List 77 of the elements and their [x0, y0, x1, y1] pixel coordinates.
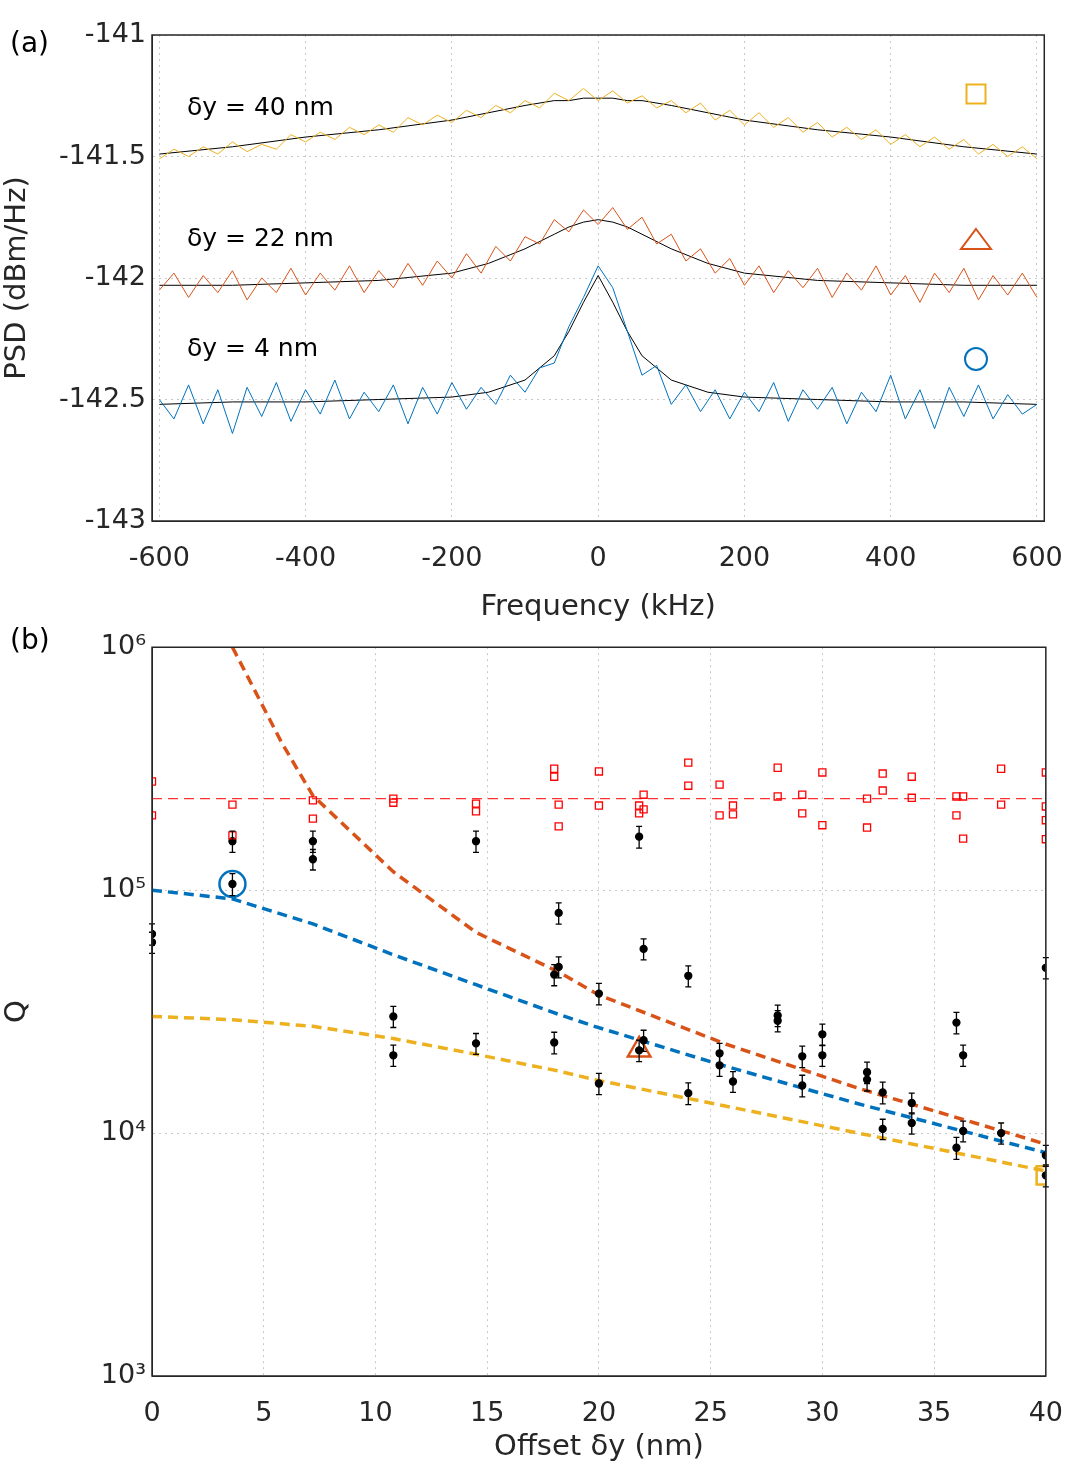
point	[952, 811, 961, 820]
x-tick-label: 0	[143, 1396, 161, 1428]
x-tick-label: 10	[358, 1396, 393, 1428]
point	[798, 790, 807, 799]
y-tick-label: -141.5	[58, 138, 146, 170]
point	[907, 793, 916, 802]
point	[715, 811, 724, 820]
y-tick-label: 10⁶	[100, 629, 146, 661]
y-tick-label: -141	[84, 17, 146, 49]
y-tick-label: -142.5	[58, 381, 146, 413]
point	[308, 796, 318, 805]
x-tick-label: -600	[128, 541, 190, 573]
x-tick-label: 20	[581, 1396, 617, 1428]
point	[862, 794, 872, 803]
x-axis-title: Offset δy (nm)	[494, 1428, 704, 1463]
y-tick-label: -142	[84, 260, 146, 292]
point	[471, 799, 481, 808]
point	[773, 792, 782, 801]
point	[958, 834, 968, 843]
point	[634, 809, 644, 818]
point	[218, 869, 247, 899]
y-tick-label: 10⁵	[100, 872, 146, 904]
x-axis-title: Frequency (kHz)	[480, 588, 716, 623]
point	[684, 781, 693, 790]
point	[715, 780, 724, 789]
x-tick-label: -400	[274, 541, 337, 573]
point	[389, 794, 398, 803]
x-tick-label: 35	[916, 1396, 952, 1428]
chart-title: (a)	[10, 26, 50, 59]
chart-title: (b)	[10, 623, 50, 656]
point	[389, 798, 398, 807]
point	[550, 772, 559, 781]
x-tick-label: 5	[255, 1396, 273, 1428]
x-tick-label: 25	[693, 1396, 728, 1428]
series-label: δy = 22 nm	[187, 223, 334, 253]
x-tick-label: 30	[805, 1396, 840, 1428]
point	[862, 823, 872, 832]
y-tick-label: -143	[84, 503, 146, 535]
series-label: δy = 40 nm	[187, 91, 334, 121]
x-tick-label: 400	[864, 541, 917, 573]
point	[907, 772, 916, 781]
point	[798, 809, 807, 818]
y-axis-title: PSD (dBm/Hz)	[0, 176, 32, 380]
point	[634, 801, 644, 810]
point	[996, 800, 1006, 809]
point	[878, 769, 887, 778]
point	[550, 764, 559, 773]
point	[639, 790, 648, 799]
point	[996, 764, 1006, 773]
point	[554, 800, 563, 809]
y-tick-label: 10⁴	[100, 1115, 146, 1147]
x-tick-label: 600	[1011, 541, 1063, 573]
point	[773, 763, 782, 772]
point	[684, 758, 693, 767]
x-tick-label: 200	[718, 541, 771, 573]
x-tick-label: 0	[589, 541, 607, 573]
x-tick-label: 40	[1028, 1396, 1063, 1428]
point	[594, 801, 604, 810]
point	[958, 792, 968, 801]
point	[728, 810, 738, 819]
point	[228, 831, 237, 840]
y-axis-title: Q	[0, 1000, 32, 1024]
point	[878, 786, 887, 795]
point	[952, 792, 961, 801]
point	[728, 801, 738, 810]
point	[818, 821, 827, 830]
point	[594, 767, 604, 776]
point	[818, 768, 827, 777]
point	[471, 807, 481, 816]
series-label: δy = 4 nm	[187, 332, 318, 362]
point	[308, 814, 318, 823]
point	[228, 800, 237, 809]
y-tick-label: 10³	[100, 1358, 146, 1390]
x-tick-label: -200	[421, 541, 483, 573]
point	[639, 805, 648, 814]
point	[554, 822, 563, 831]
x-tick-label: 15	[470, 1396, 505, 1428]
